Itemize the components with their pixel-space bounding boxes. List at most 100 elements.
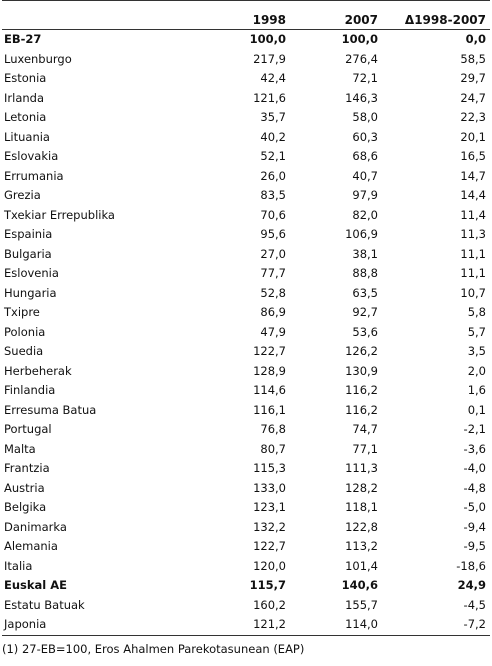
table-row: Japonia 121,2 114,0 -7,2 bbox=[2, 615, 490, 636]
value-1998-cell: 76,8 bbox=[260, 422, 286, 436]
value-2007-cell: 38,1 bbox=[352, 246, 378, 261]
difference-cell: 0,0 bbox=[465, 32, 486, 46]
difference-cell: -5,0 bbox=[463, 500, 486, 514]
difference-cell: 11,3 bbox=[460, 227, 486, 241]
header-difference: Δ1998-2007 bbox=[382, 11, 490, 30]
difference-cell: 14,4 bbox=[460, 188, 486, 202]
value-1998-cell: 27,0 bbox=[260, 246, 286, 261]
table-row: Italia 120,0 101,4 -18,6 bbox=[2, 557, 490, 577]
table-row: Belgika 123,1 118,1 -5,0 bbox=[2, 498, 490, 518]
country-cell: Txipre bbox=[4, 305, 40, 319]
value-2007-cell: 128,2 bbox=[345, 480, 378, 495]
value-1998-cell: 160,2 bbox=[253, 597, 286, 612]
table-row: Finlandia 114,6 116,2 1,6 bbox=[2, 381, 490, 401]
country-cell: Errumania bbox=[4, 168, 64, 183]
difference-cell: -9,5 bbox=[463, 539, 486, 553]
country-cell: EB-27 bbox=[4, 32, 42, 46]
value-2007-cell: 140,6 bbox=[341, 578, 378, 592]
value-2007-cell: 92,7 bbox=[352, 305, 378, 319]
value-2007-cell: 77,1 bbox=[352, 441, 378, 456]
value-1998-cell: 95,6 bbox=[260, 227, 286, 241]
value-1998-cell: 52,8 bbox=[260, 285, 286, 300]
country-cell: Erresuma Batua bbox=[4, 402, 97, 417]
value-2007-cell: 101,4 bbox=[345, 558, 378, 573]
difference-cell: 3,5 bbox=[467, 344, 486, 358]
value-2007-cell: 126,2 bbox=[345, 344, 378, 358]
value-1998-cell: 121,2 bbox=[202, 615, 290, 636]
value-2007-cell: 58,0 bbox=[352, 110, 378, 124]
value-2007-cell: 113,2 bbox=[345, 539, 378, 553]
country-cell: Finlandia bbox=[4, 383, 56, 397]
difference-cell: 29,7 bbox=[460, 71, 486, 85]
difference-cell: 10,7 bbox=[460, 285, 486, 300]
value-1998-cell: 86,9 bbox=[260, 305, 286, 319]
country-cell: Portugal bbox=[4, 422, 52, 436]
country-cell: Hungaria bbox=[4, 285, 57, 300]
value-2007-cell: 118,1 bbox=[345, 500, 378, 514]
difference-cell: 2,0 bbox=[467, 363, 486, 378]
table-row: Frantzia 115,3 111,3 -4,0 bbox=[2, 459, 490, 479]
value-1998-cell: 120,0 bbox=[253, 558, 286, 573]
country-cell: Bulgaria bbox=[4, 246, 52, 261]
difference-cell: 24,7 bbox=[460, 90, 486, 105]
country-cell: Malta bbox=[4, 441, 36, 456]
country-cell: Txekiar Errepublika bbox=[4, 207, 115, 222]
difference-cell: 11,4 bbox=[460, 207, 486, 222]
country-cell: Danimarka bbox=[4, 519, 67, 534]
country-cell: Estonia bbox=[4, 71, 47, 85]
value-2007-cell: 53,6 bbox=[352, 324, 378, 339]
value-1998-cell: 115,7 bbox=[249, 578, 286, 592]
difference-cell: 16,5 bbox=[460, 149, 486, 163]
value-1998-cell: 70,6 bbox=[260, 207, 286, 222]
difference-cell: 5,7 bbox=[467, 324, 486, 339]
table-row: Danimarka 132,2 122,8 -9,4 bbox=[2, 518, 490, 538]
header-1998: 1998 bbox=[202, 11, 290, 30]
value-1998-cell: 217,9 bbox=[253, 51, 286, 66]
difference-cell: -18,6 bbox=[456, 558, 486, 573]
table-row: Eslovakia 52,1 68,6 16,5 bbox=[2, 147, 490, 167]
table-row: Portugal 76,8 74,7 -2,1 bbox=[2, 420, 490, 440]
table-row: Lituania 40,2 60,3 20,1 bbox=[2, 128, 490, 148]
value-2007-cell: 146,3 bbox=[345, 90, 378, 105]
value-2007-cell: 114,0 bbox=[290, 615, 382, 636]
header-2007: 2007 bbox=[290, 11, 382, 30]
table-row: Malta 80,7 77,1 -3,6 bbox=[2, 440, 490, 460]
value-2007-cell: 122,8 bbox=[345, 519, 378, 534]
country-cell: Austria bbox=[4, 480, 45, 495]
country-cell: Espainia bbox=[4, 227, 53, 241]
value-1998-cell: 122,7 bbox=[253, 344, 286, 358]
value-1998-cell: 47,9 bbox=[260, 324, 286, 339]
value-2007-cell: 155,7 bbox=[345, 597, 378, 612]
value-2007-cell: 40,7 bbox=[352, 168, 378, 183]
country-cell: Euskal AE bbox=[4, 578, 67, 592]
table-row: Estatu Batuak 160,2 155,7 -4,5 bbox=[2, 596, 490, 616]
value-2007-cell: 116,2 bbox=[345, 383, 378, 397]
table-row: EB-27 100,0 100,0 0,0 bbox=[2, 30, 490, 50]
value-2007-cell: 130,9 bbox=[345, 363, 378, 378]
difference-cell: 14,7 bbox=[460, 168, 486, 183]
table-row: Bulgaria 27,0 38,1 11,1 bbox=[2, 245, 490, 265]
value-2007-cell: 72,1 bbox=[352, 71, 378, 85]
country-cell: Suedia bbox=[4, 344, 44, 358]
value-2007-cell: 63,5 bbox=[352, 285, 378, 300]
country-cell: Italia bbox=[4, 558, 33, 573]
country-cell: Japonia bbox=[2, 615, 202, 636]
table-header: 1998 2007 Δ1998-2007 bbox=[2, 0, 490, 30]
value-1998-cell: 35,7 bbox=[260, 110, 286, 124]
difference-cell: 22,3 bbox=[460, 110, 486, 124]
table-body: EB-27 100,0 100,0 0,0 Luxenburgo 217,9 276,4 58… bbox=[2, 30, 490, 636]
country-cell: Frantzia bbox=[4, 461, 50, 475]
table-row: Txekiar Errepublika 70,6 82,0 11,4 bbox=[2, 206, 490, 226]
value-1998-cell: 128,9 bbox=[253, 363, 286, 378]
value-1998-cell: 122,7 bbox=[253, 539, 286, 553]
table-row: Espainia 95,6 106,9 11,3 bbox=[2, 225, 490, 245]
header-country bbox=[2, 11, 202, 30]
value-2007-cell: 116,2 bbox=[345, 402, 378, 417]
difference-cell: 1,6 bbox=[467, 383, 486, 397]
difference-cell: 11,1 bbox=[460, 266, 486, 280]
value-2007-cell: 97,9 bbox=[352, 188, 378, 202]
table-row: Polonia 47,9 53,6 5,7 bbox=[2, 323, 490, 343]
value-1998-cell: 26,0 bbox=[260, 168, 286, 183]
value-1998-cell: 80,7 bbox=[260, 441, 286, 456]
country-cell: Alemania bbox=[4, 539, 58, 553]
